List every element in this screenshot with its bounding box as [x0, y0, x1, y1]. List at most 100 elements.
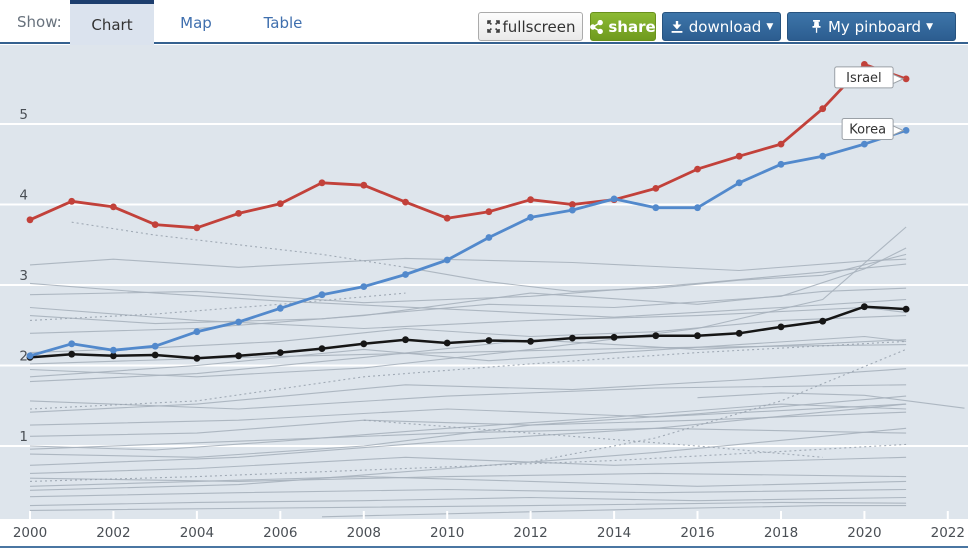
background-country-line[interactable]	[29, 335, 907, 378]
background-country-line[interactable]	[29, 501, 907, 511]
background-country-line[interactable]	[29, 315, 907, 354]
israel-point-2008[interactable]	[360, 181, 368, 189]
highlighted-point-2002[interactable]	[110, 352, 117, 360]
background-country-line[interactable]	[29, 257, 907, 272]
israel-point-2000[interactable]	[26, 216, 34, 224]
korea-point-2002[interactable]	[110, 346, 117, 354]
israel-point-2001[interactable]	[68, 197, 76, 205]
background-country-line[interactable]	[29, 476, 907, 487]
background-country-line[interactable]	[29, 263, 907, 304]
background-country-line[interactable]	[363, 419, 823, 458]
highlighted-point-2011[interactable]	[485, 337, 493, 344]
background-country-line[interactable]	[29, 488, 907, 498]
background-country-line[interactable]	[29, 395, 907, 458]
highlighted-point-2019[interactable]	[819, 317, 827, 325]
korea-point-2018[interactable]	[777, 160, 785, 168]
background-country-line[interactable]	[29, 368, 907, 413]
korea-point-2004[interactable]	[193, 328, 201, 336]
background-country-line[interactable]	[29, 472, 907, 482]
korea-point-2001[interactable]	[68, 340, 76, 348]
background-country-line[interactable]	[697, 392, 965, 409]
download-button[interactable]: download ▼	[662, 12, 781, 41]
israel-point-2010[interactable]	[443, 214, 451, 222]
korea-point-2015[interactable]	[652, 204, 660, 212]
highlighted-point-2007[interactable]	[318, 345, 326, 352]
highlighted-point-2001[interactable]	[68, 350, 76, 358]
israel-point-2016[interactable]	[694, 165, 701, 173]
highlighted-point-2017[interactable]	[735, 329, 743, 337]
israel-point-2007[interactable]	[318, 179, 326, 187]
israel-point-2021[interactable]	[902, 75, 910, 83]
highlighted-point-2015[interactable]	[652, 332, 660, 340]
korea-point-2003[interactable]	[151, 342, 159, 350]
background-country-line[interactable]	[29, 456, 907, 474]
highlighted-point-2014[interactable]	[610, 333, 618, 341]
background-country-line[interactable]	[29, 339, 907, 383]
background-country-line[interactable]	[29, 403, 907, 426]
israel-point-2020[interactable]	[861, 61, 868, 68]
korea-point-2009[interactable]	[402, 271, 409, 278]
highlighted-point-2020[interactable]	[861, 303, 868, 311]
fullscreen-button[interactable]: fullscreen	[478, 12, 583, 41]
highlighted-point-2004[interactable]	[193, 354, 201, 362]
background-country-line[interactable]	[29, 427, 907, 466]
highlighted-point-2010[interactable]	[443, 339, 451, 347]
highlighted-point-2003[interactable]	[151, 351, 159, 359]
background-country-line[interactable]	[29, 427, 907, 491]
korea-line[interactable]	[29, 129, 907, 358]
israel-point-2011[interactable]	[485, 208, 493, 216]
highlighted-point-2021[interactable]	[902, 305, 910, 313]
korea-point-2017[interactable]	[735, 179, 743, 187]
highlighted-point-2013[interactable]	[569, 334, 576, 342]
background-country-line[interactable]	[405, 253, 907, 292]
korea-point-2021[interactable]	[902, 127, 910, 134]
korea-point-2016[interactable]	[694, 204, 701, 212]
highlighted-point-2012[interactable]	[527, 338, 534, 345]
korea-point-2020[interactable]	[861, 140, 868, 148]
israel-point-2002[interactable]	[110, 203, 117, 211]
israel-point-2019[interactable]	[819, 105, 827, 113]
korea-point-2007[interactable]	[318, 291, 326, 299]
korea-point-2011[interactable]	[485, 234, 493, 241]
background-country-line[interactable]	[29, 403, 907, 450]
israel-point-2013[interactable]	[569, 201, 576, 208]
tab-map[interactable]: Map	[163, 0, 229, 45]
highlighted-point-2018[interactable]	[777, 323, 785, 331]
korea-point-2014[interactable]	[610, 195, 618, 203]
highlighted-point-2006[interactable]	[276, 349, 284, 356]
israel-point-2005[interactable]	[235, 210, 243, 217]
background-country-line[interactable]	[29, 226, 907, 378]
background-country-line[interactable]	[29, 247, 907, 325]
israel-point-2012[interactable]	[527, 196, 534, 204]
israel-point-2017[interactable]	[735, 152, 743, 160]
korea-point-2000[interactable]	[26, 352, 34, 360]
korea-point-2013[interactable]	[569, 206, 576, 214]
background-country-line[interactable]	[71, 221, 406, 268]
israel-point-2015[interactable]	[652, 185, 660, 192]
background-country-line[interactable]	[29, 340, 907, 410]
background-country-line[interactable]	[29, 384, 907, 410]
tab-chart[interactable]: Chart	[70, 0, 154, 45]
background-country-line[interactable]	[29, 496, 907, 507]
israel-point-2003[interactable]	[151, 221, 159, 229]
background-country-line[interactable]	[29, 443, 907, 482]
israel-point-2006[interactable]	[276, 200, 284, 208]
israel-point-2018[interactable]	[777, 140, 785, 148]
korea-point-2012[interactable]	[527, 214, 534, 221]
background-country-line[interactable]	[29, 403, 907, 451]
korea-point-2005[interactable]	[235, 318, 243, 326]
tab-table[interactable]: Table	[250, 0, 316, 45]
background-country-line[interactable]	[29, 344, 907, 365]
highlighted-point-2016[interactable]	[694, 332, 701, 340]
korea-callout-box[interactable]	[841, 117, 894, 140]
highlighted-point-2008[interactable]	[360, 340, 368, 348]
my-pinboard-button[interactable]: My pinboard ▼	[787, 12, 956, 41]
background-country-line[interactable]	[29, 282, 907, 318]
highlighted-line[interactable]	[29, 305, 907, 360]
korea-point-2006[interactable]	[276, 304, 284, 312]
korea-point-2019[interactable]	[819, 152, 827, 160]
background-country-line[interactable]	[530, 348, 907, 463]
israel-callout-box[interactable]	[834, 66, 894, 89]
highlighted-point-2009[interactable]	[402, 336, 409, 344]
israel-point-2009[interactable]	[402, 198, 409, 206]
